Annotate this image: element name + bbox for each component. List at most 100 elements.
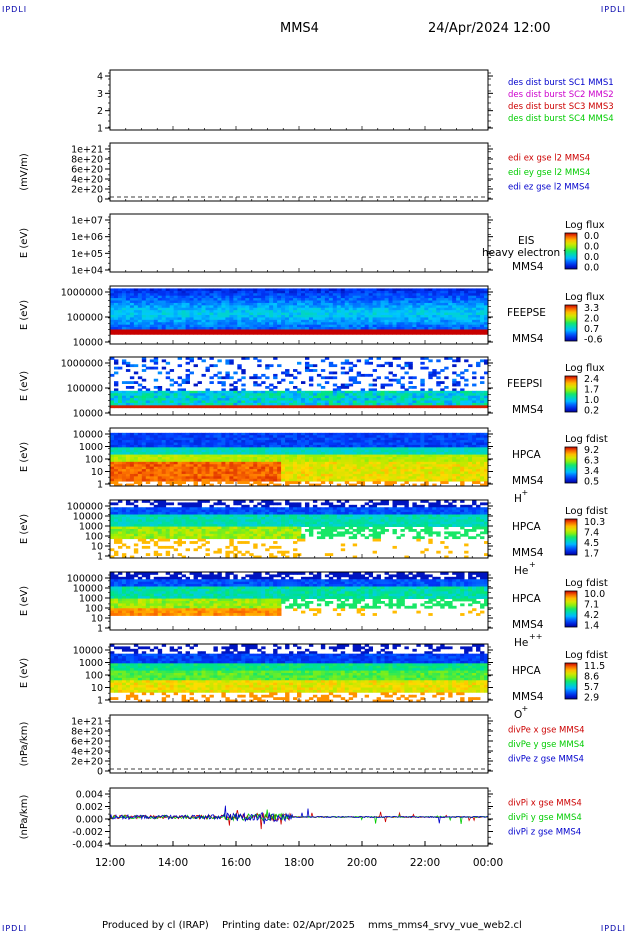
- spectrogram-cell: [165, 454, 171, 458]
- spectrogram-cell: [452, 402, 457, 406]
- spectrogram-cell: [344, 466, 350, 470]
- spectrogram-cell: [420, 300, 425, 304]
- spectrogram-cell: [484, 464, 489, 468]
- spectrogram-cell: [133, 331, 139, 335]
- spectrogram-cell: [249, 464, 254, 468]
- spectrogram-cell: [348, 473, 354, 477]
- spectrogram-cell: [412, 473, 417, 477]
- spectrogram-cell: [245, 310, 250, 313]
- spectrogram-cell: [476, 322, 481, 326]
- spectrogram-cell: [277, 449, 282, 453]
- spectrogram-cell: [484, 319, 489, 323]
- spectrogram-cell: [241, 471, 246, 475]
- spectrogram-cell: [380, 437, 385, 441]
- spectrogram-cell: [261, 295, 266, 299]
- spectrogram-cell: [476, 315, 481, 318]
- spectrogram-cell: [229, 481, 234, 484]
- y-tick-label: 10000: [73, 409, 103, 420]
- spectrogram-cell: [452, 471, 457, 475]
- spectrogram-cell: [185, 290, 190, 294]
- spectrogram-cell: [129, 398, 135, 401]
- spectrogram-cell: [289, 307, 294, 311]
- spectrogram-cell: [241, 300, 246, 304]
- spectrogram-cell: [121, 454, 127, 458]
- spectrogram-cell: [420, 378, 425, 382]
- spectrogram-cell: [384, 327, 389, 330]
- spectrogram-cell: [472, 371, 477, 375]
- spectrogram-cell: [444, 305, 449, 309]
- spectrogram-cell: [476, 435, 481, 439]
- spectrogram-cell: [173, 464, 179, 468]
- spectrogram-cell: [281, 452, 286, 455]
- spectrogram-cell: [456, 457, 461, 460]
- spectrogram-cell: [217, 473, 222, 477]
- spectrogram-cell: [320, 437, 326, 441]
- spectrogram-cell: [420, 307, 425, 311]
- spectrogram-cell: [169, 437, 175, 441]
- spectrogram-cell: [388, 307, 393, 311]
- spectrogram-cell: [133, 319, 139, 323]
- spectrogram-cell: [241, 452, 246, 455]
- spectrogram-cell: [277, 447, 282, 451]
- spectrogram-cell: [468, 327, 473, 330]
- spectrogram-cell: [304, 393, 310, 397]
- spectrogram-cell: [169, 290, 175, 294]
- spectrogram-cell: [392, 357, 397, 360]
- spectrogram-cell: [460, 398, 465, 401]
- spectrogram-cell: [253, 461, 258, 465]
- spectrogram-cell: [372, 435, 377, 439]
- spectrogram-cell: [217, 317, 222, 321]
- spectrogram-cell: [193, 459, 198, 463]
- spectrogram-cell: [217, 457, 222, 460]
- spectrogram-cell: [328, 329, 334, 333]
- spectrogram-cell: [297, 454, 302, 458]
- spectrogram-cell: [217, 293, 222, 297]
- spectrogram-cell: [372, 449, 377, 453]
- spectrogram-cell: [484, 405, 489, 409]
- spectrogram-cell: [241, 473, 246, 477]
- spectrogram-cell: [312, 298, 318, 301]
- spectrogram-cell: [209, 331, 214, 335]
- spectrogram-cell: [221, 390, 226, 394]
- spectrogram-cell: [261, 447, 266, 451]
- spectrogram-cell: [141, 452, 147, 455]
- spectrogram-cell: [344, 437, 350, 441]
- spectrogram-cell: [177, 288, 183, 292]
- spectrogram-cell: [464, 442, 469, 446]
- spectrogram-cell: [324, 393, 330, 397]
- spectrogram-cell: [444, 440, 449, 443]
- spectrogram-cell: [185, 461, 190, 465]
- spectrogram-cell: [285, 307, 290, 311]
- spectrogram-cell: [408, 386, 413, 389]
- spectrogram-cell: [344, 331, 350, 335]
- spectrogram-cell: [249, 300, 254, 304]
- spectrogram-cell: [356, 454, 362, 458]
- spectrogram-cell: [121, 405, 127, 409]
- spectrogram-cell: [285, 466, 290, 470]
- spectrogram-cell: [476, 390, 481, 394]
- spectrogram-cell: [372, 369, 377, 372]
- spectrogram-cell: [221, 464, 226, 468]
- spectrogram-cell: [197, 307, 202, 311]
- spectrogram-cell: [149, 300, 155, 304]
- spectrogram-cell: [121, 444, 127, 448]
- spectrogram-cell: [316, 322, 322, 326]
- spectrogram-cell: [197, 471, 202, 475]
- spectrogram-cell: [257, 390, 262, 394]
- spectrogram-cell: [273, 464, 278, 468]
- spectrogram-cell: [181, 298, 186, 301]
- spectrogram-cell: [273, 327, 278, 330]
- spectrogram-cell: [456, 390, 461, 394]
- spectrogram-cell: [165, 393, 171, 397]
- spectrogram-cell: [452, 310, 457, 313]
- spectrogram-cell: [137, 298, 143, 301]
- spectrogram-cell: [456, 293, 461, 297]
- spectrogram-cell: [241, 295, 246, 299]
- spectrogram-cell: [356, 440, 362, 443]
- spectrogram-cell: [129, 442, 135, 446]
- spectrogram-cell: [293, 300, 298, 304]
- spectrogram-cell: [197, 466, 202, 470]
- spectrogram-cell: [165, 457, 171, 460]
- spectrogram-cell: [245, 317, 250, 321]
- spectrogram-cell: [249, 293, 254, 297]
